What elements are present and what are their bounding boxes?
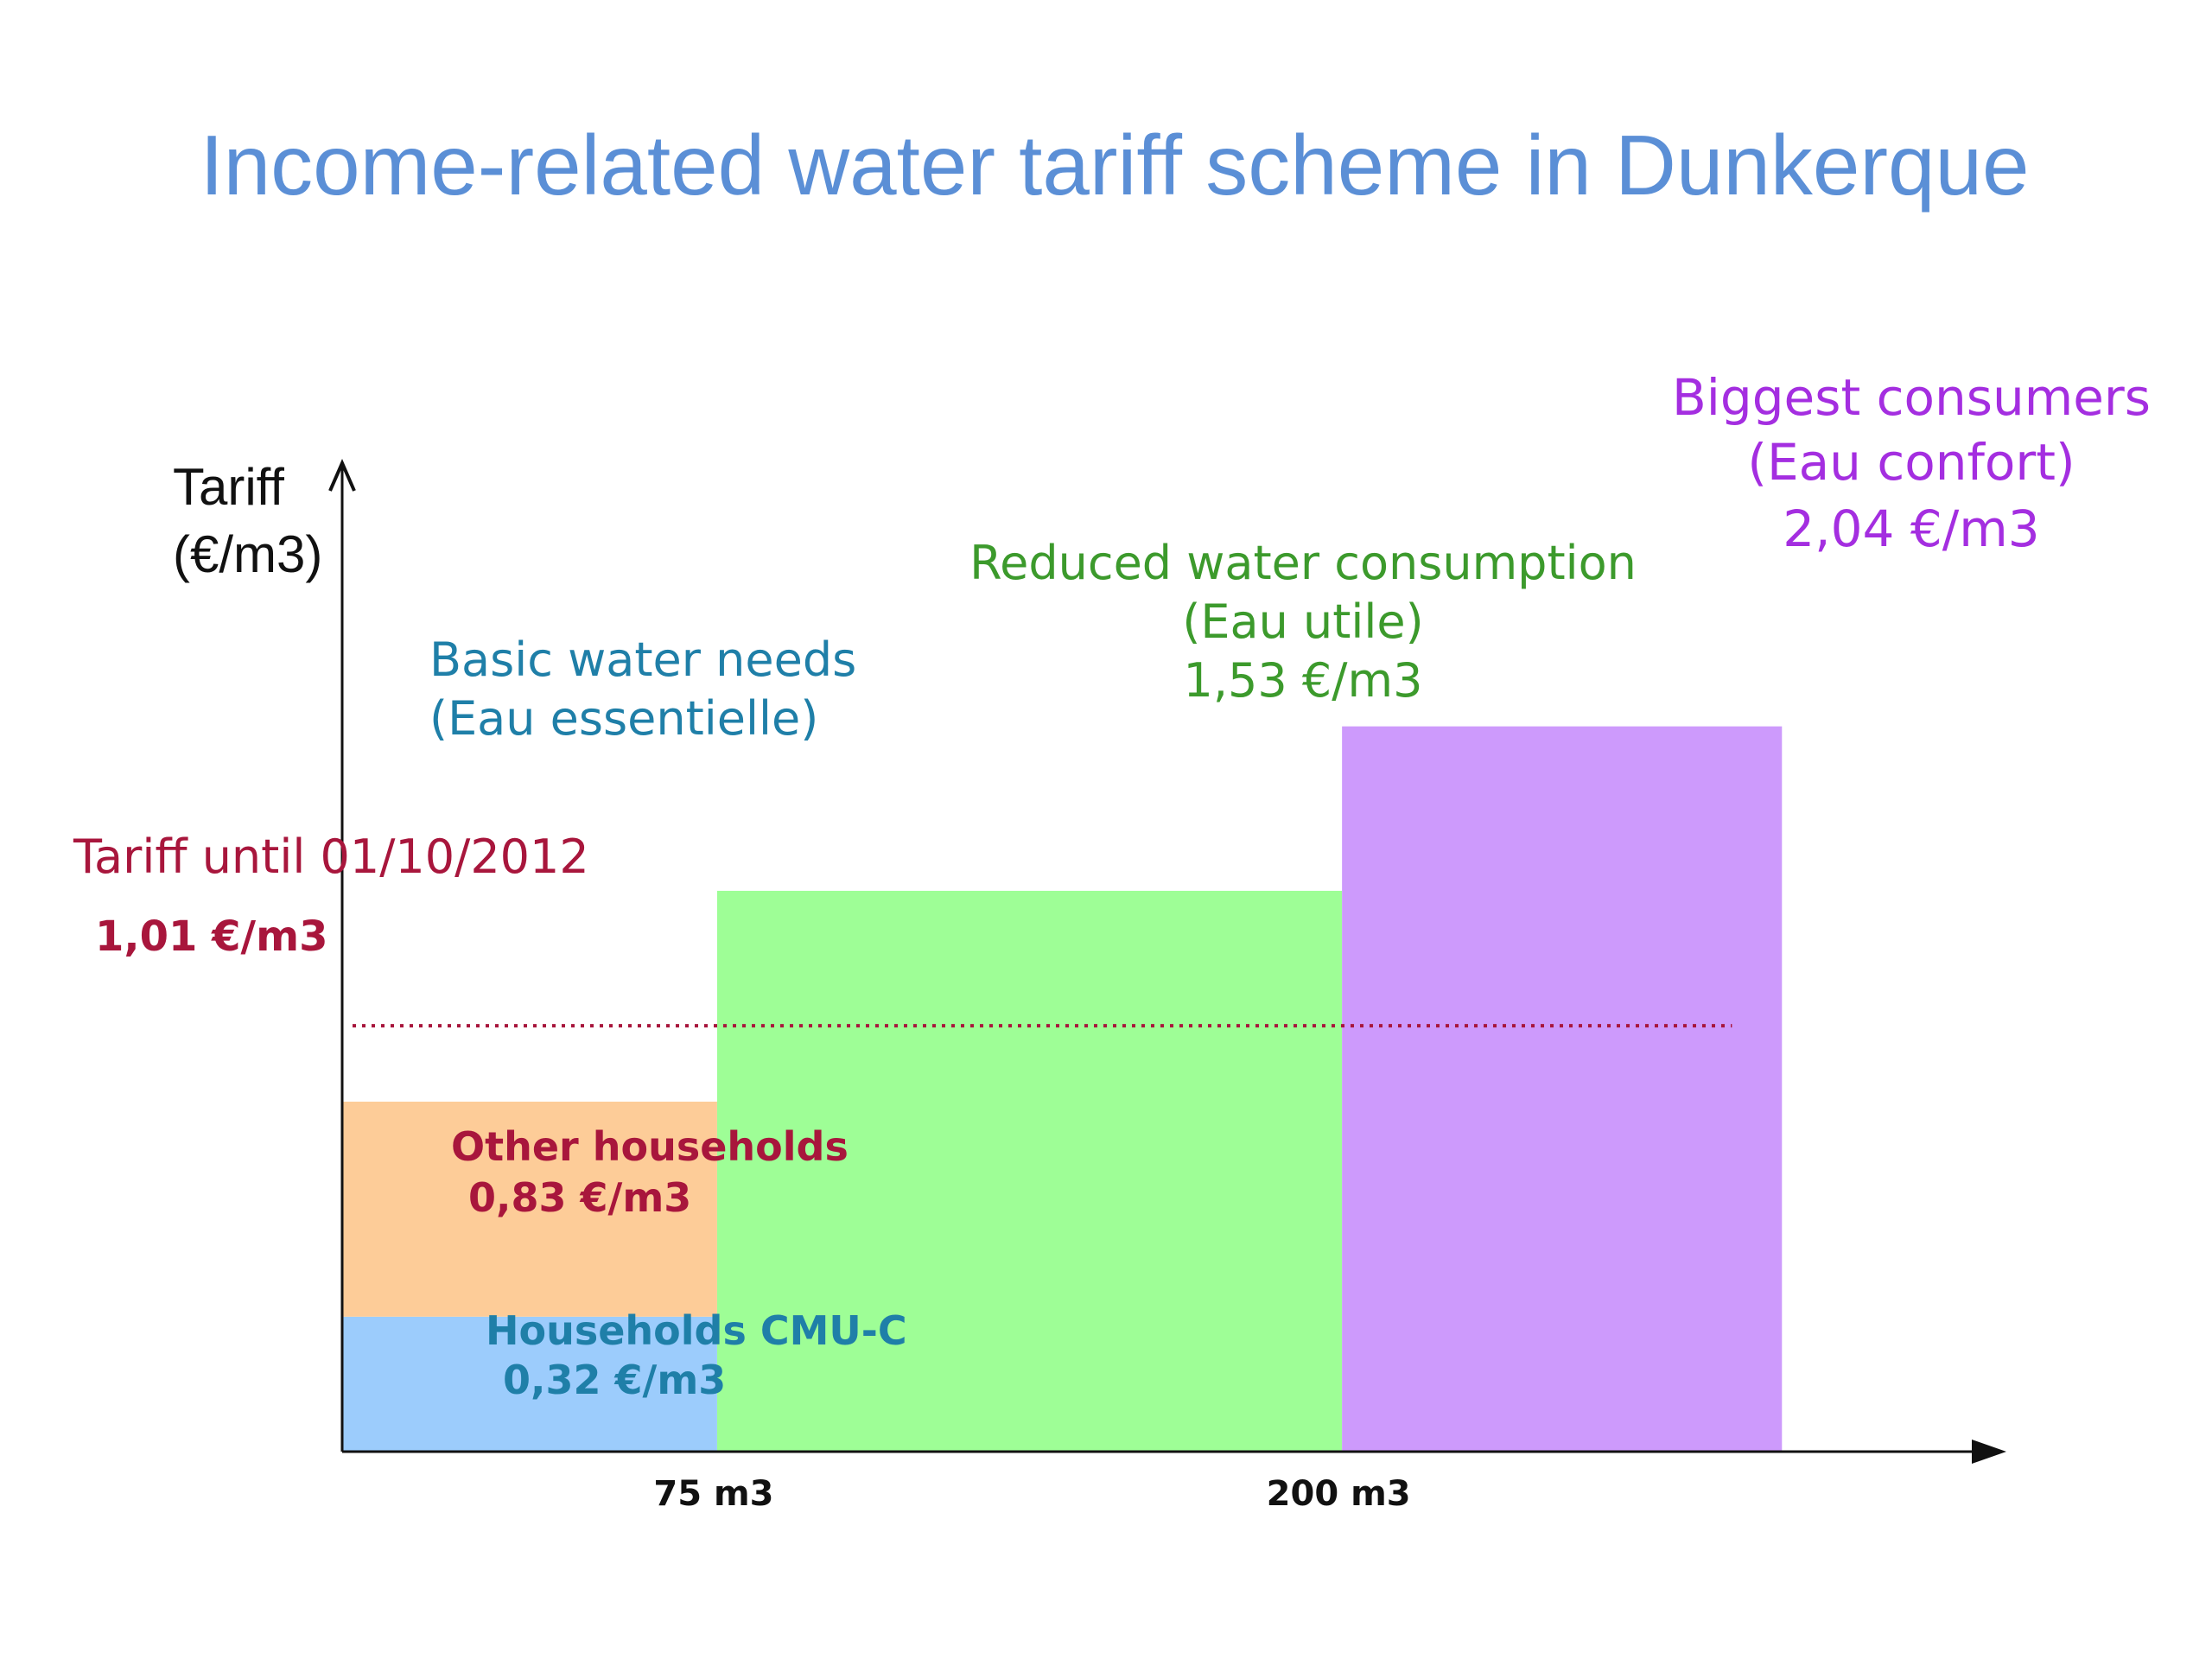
biggest-consumers-label: Biggest consumers <box>1672 368 2151 427</box>
y-axis-label-tariff: Tariff <box>173 458 284 516</box>
bar-reduced-water-consumption <box>716 890 1343 1452</box>
chart-axes <box>328 459 2006 1464</box>
x-axis-arrowhead-icon <box>1972 1440 2006 1464</box>
bar-biggest-consumers <box>1342 726 1783 1452</box>
other-households-annotation: Other households 0,83 €/m3 <box>451 1123 849 1221</box>
basic-needs-sublabel: (Eau essentielle) <box>429 691 818 746</box>
bar-households-cmu-c <box>342 1316 717 1452</box>
slide-title: Income-related water tariff scheme in Du… <box>200 118 2029 213</box>
basic-needs-annotation: Basic water needs (Eau essentielle) <box>429 632 856 746</box>
basic-needs-label: Basic water needs <box>429 632 856 687</box>
y-axis-arrowhead-icon <box>328 459 356 492</box>
other-households-value: 0,83 €/m3 <box>468 1174 691 1221</box>
reduced-consumption-value: 1,53 €/m3 <box>1184 653 1423 708</box>
reduced-consumption-label: Reduced water consumption <box>969 536 1637 590</box>
old-tariff-label: Tariff until 01/10/2012 <box>73 830 589 884</box>
households-cmu-c-label: Households CMU-C <box>486 1307 907 1354</box>
biggest-consumers-annotation: Biggest consumers (Eau confort) 2,04 €/m… <box>1672 368 2151 558</box>
reduced-consumption-sublabel: (Eau utile) <box>1182 594 1423 649</box>
biggest-consumers-sublabel: (Eau confort) <box>1747 433 2075 492</box>
other-households-label: Other households <box>451 1123 849 1170</box>
biggest-consumers-value: 2,04 €/m3 <box>1783 499 2039 558</box>
y-axis-label-unit: (€/m3) <box>173 525 322 583</box>
reduced-consumption-annotation: Reduced water consumption (Eau utile) 1,… <box>969 536 1637 708</box>
households-cmu-c-annotation: Households CMU-C 0,32 €/m3 <box>486 1307 907 1403</box>
chart-bars <box>342 726 1783 1452</box>
x-tick-label-75: 75 m3 <box>653 1474 773 1514</box>
x-tick-label-200: 200 m3 <box>1267 1474 1411 1514</box>
old-tariff-value: 1,01 €/m3 <box>95 912 327 961</box>
bar-other-households <box>342 1101 717 1317</box>
old-tariff-annotation: Tariff until 01/10/2012 1,01 €/m3 <box>73 830 589 961</box>
households-cmu-c-value: 0,32 €/m3 <box>503 1357 726 1403</box>
